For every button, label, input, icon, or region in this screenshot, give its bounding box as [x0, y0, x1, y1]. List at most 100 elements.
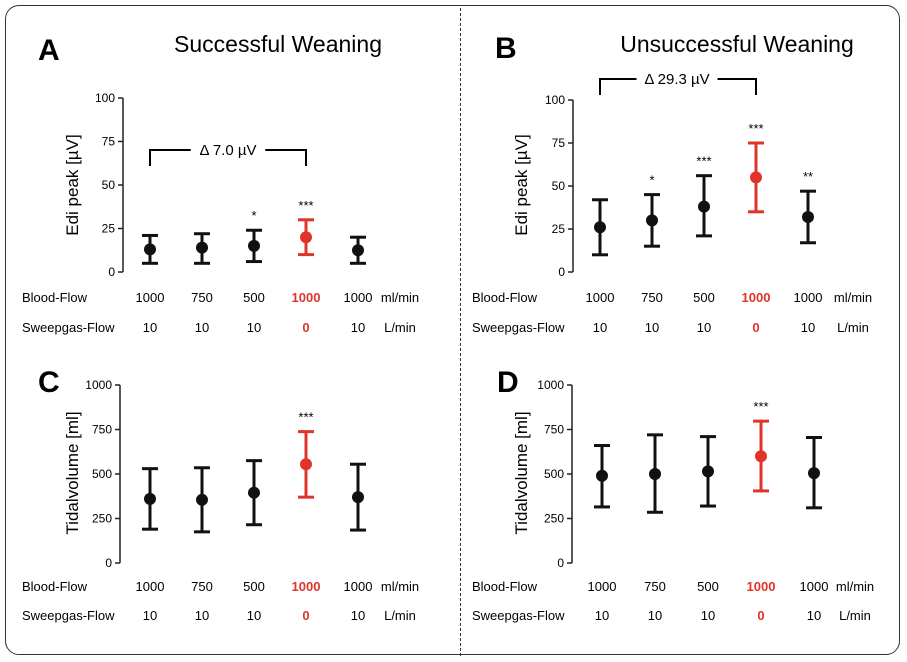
panel-c-blood-flow-unit: ml/min [381, 579, 419, 594]
panel-b-blood-flow-value: 500 [693, 290, 715, 305]
panel-a-sweepgas-flow-value: 10 [351, 320, 365, 335]
panel-a-blood-flow-value: 1000 [136, 290, 165, 305]
panel-b-mean-point [594, 221, 606, 234]
panel-d-sweepgas-flow-value: 0 [757, 608, 764, 623]
panel-c-sweepgas-flow-value: 10 [351, 608, 365, 623]
panel-d-blood-flow-value: 1000 [747, 579, 776, 594]
panel-a-significance: * [251, 208, 256, 223]
panel-a-sweepgas-flow-unit: L/min [384, 320, 416, 335]
panel-d-mean-point [702, 465, 714, 478]
panel-b-significance: * [649, 173, 654, 188]
panel-b-blood-flow-value: 750 [641, 290, 663, 305]
panel-b-sweepgas-flow-label: Sweepgas-Flow [472, 320, 565, 335]
panel-a-sweepgas-flow-value: 10 [195, 320, 209, 335]
panel-d-mean-point [808, 467, 820, 480]
panel-a-letter: A [38, 34, 60, 67]
panel-c-blood-flow-label: Blood-Flow [22, 579, 88, 594]
panel-d-mean-point [755, 450, 767, 463]
panel-a-bracket-left [149, 149, 191, 166]
panel-b-y-tick-label: 25 [552, 222, 566, 236]
panel-a-blood-flow-value: 750 [191, 290, 213, 305]
panel-a-blood-flow-value: 500 [243, 290, 265, 305]
panel-c-y-tick-label: 750 [92, 423, 112, 437]
panel-c-mean-point [248, 486, 260, 499]
panel-d-blood-flow-label: Blood-Flow [472, 579, 538, 594]
panel-b-significance: *** [748, 121, 763, 136]
panel-c-mean-point [300, 458, 312, 471]
panel-c-letter: C [38, 366, 60, 399]
panel-c-sweepgas-flow-value: 10 [143, 608, 157, 623]
panel-a-mean-point [248, 239, 260, 252]
panel-b-significance: ** [803, 169, 813, 184]
panel-c-significance: *** [298, 410, 313, 425]
panel-a-blood-flow-label: Blood-Flow [22, 290, 88, 305]
panel-c-y-tick-label: 0 [105, 556, 112, 570]
panel-a-y-tick-label: 0 [108, 265, 115, 279]
panel-c-mean-point [352, 491, 364, 504]
panel-b-sweepgas-flow-unit: L/min [837, 320, 869, 335]
panel-d-y-axis-label: Tidalvolume [ml] [512, 411, 531, 534]
panel-a-y-tick-label: 75 [102, 135, 116, 149]
panel-d-letter: D [497, 366, 519, 399]
panel-c-y-tick-label: 500 [92, 467, 112, 481]
panel-divider [460, 8, 461, 656]
panel-b-significance: *** [696, 154, 711, 169]
panel-c-sweepgas-flow-unit: L/min [384, 608, 416, 623]
panel-c-y-tick-label: 1000 [85, 378, 112, 392]
panel-d-mean-point [649, 468, 661, 480]
panel-d-y-tick-label: 1000 [537, 378, 564, 392]
panel-d-blood-flow-unit: ml/min [836, 579, 874, 594]
panel-a-sweepgas-flow-label: Sweepgas-Flow [22, 320, 115, 335]
panel-b-y-axis-label: Edi peak [µV] [512, 134, 531, 235]
panel-d-mean-point [596, 469, 608, 482]
panel-a-blood-flow-unit: ml/min [381, 290, 419, 305]
panel-c-sweepgas-flow-value: 10 [195, 608, 209, 623]
panel-b-mean-point [750, 171, 762, 184]
panel-b-bracket-right [717, 78, 757, 95]
panel-c-mean-point [196, 493, 208, 506]
panel-a-mean-point [352, 244, 364, 257]
panel-a-blood-flow-value: 1000 [344, 290, 373, 305]
panel-a-significance: *** [298, 198, 313, 213]
panel-d-blood-flow-value: 500 [697, 579, 719, 594]
panel-a-y-tick-label: 100 [95, 91, 115, 105]
panel-a-blood-flow-value: 1000 [292, 290, 321, 305]
panel-b-y-tick-label: 0 [558, 265, 565, 279]
panel-b-sweepgas-flow-value: 0 [752, 320, 759, 335]
panel-a-y-axis-label: Edi peak [µV] [63, 134, 82, 235]
panel-c-sweepgas-flow-value: 10 [247, 608, 261, 623]
panel-b-blood-flow-value: 1000 [586, 290, 615, 305]
panel-b-letter: B [495, 32, 517, 65]
panel-b-bracket-left [599, 78, 637, 95]
panel-b-y-tick-label: 50 [552, 179, 566, 193]
panel-a-sweepgas-flow-value: 0 [302, 320, 309, 335]
panel-c-sweepgas-flow-label: Sweepgas-Flow [22, 608, 115, 623]
panel-c-blood-flow-value: 1000 [344, 579, 373, 594]
panel-c-y-tick-label: 250 [92, 512, 112, 526]
panel-b-blood-flow-value: 1000 [742, 290, 771, 305]
panel-b-bracket-label: Δ 29.3 µV [644, 71, 709, 88]
panel-b-blood-flow-value: 1000 [794, 290, 823, 305]
panel-d-blood-flow-value: 1000 [588, 579, 617, 594]
panel-a-sweepgas-flow-value: 10 [143, 320, 157, 335]
panel-d-blood-flow-value: 750 [644, 579, 666, 594]
panel-b-sweepgas-flow-value: 10 [801, 320, 815, 335]
figure-frame [5, 5, 900, 655]
panel-a-mean-point [144, 243, 156, 256]
panel-d-sweepgas-flow-value: 10 [807, 608, 821, 623]
panel-b-y-tick-label: 100 [545, 93, 565, 107]
panel-d-blood-flow-value: 1000 [800, 579, 829, 594]
panel-a-mean-point [196, 241, 208, 254]
panel-a-sweepgas-flow-value: 10 [247, 320, 261, 335]
panel-d-sweepgas-flow-value: 10 [701, 608, 715, 623]
panel-c-y-axis-label: Tidalvolume [ml] [63, 411, 82, 534]
panel-b-mean-point [698, 200, 710, 213]
panel-a-bracket-label: Δ 7.0 µV [199, 142, 256, 159]
panel-d-sweepgas-flow-value: 10 [648, 608, 662, 623]
panel-b-sweepgas-flow-value: 10 [645, 320, 659, 335]
panel-b-mean-point [646, 214, 658, 227]
panel-c-mean-point [144, 492, 156, 505]
panel-d-significance: *** [753, 399, 768, 414]
panel-d-sweepgas-flow-value: 10 [595, 608, 609, 623]
